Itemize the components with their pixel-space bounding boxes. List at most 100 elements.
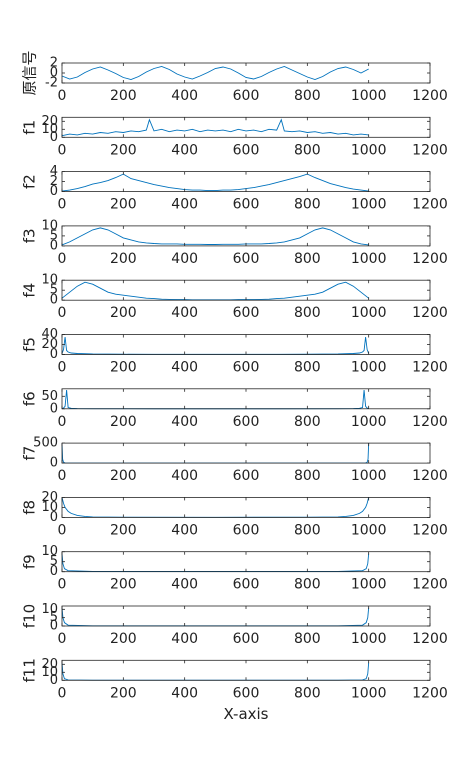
x-tick-label: 400 xyxy=(171,88,198,104)
x-tick-label: 1000 xyxy=(351,631,387,647)
y-axis-label: f4 xyxy=(21,283,39,298)
x-tick-label: 0 xyxy=(58,360,67,376)
x-tick-label: 1000 xyxy=(351,251,387,267)
x-tick-label: 1000 xyxy=(351,360,387,376)
y-tick-label: 0 xyxy=(50,184,58,199)
y-axis-label: f7 xyxy=(21,446,39,461)
y-tick-label: -2 xyxy=(45,76,58,91)
axes-background xyxy=(62,388,430,409)
x-tick-label: 1200 xyxy=(412,360,448,376)
y-tick-label: 10 xyxy=(41,500,58,515)
signal-line xyxy=(61,118,369,137)
x-tick-label: 600 xyxy=(233,414,260,430)
y-tick-label: 10 xyxy=(41,544,58,559)
x-tick-label: 800 xyxy=(294,197,321,213)
x-tick-label: 400 xyxy=(171,522,198,538)
y-axis-label: f10 xyxy=(21,604,39,628)
y-tick-label: 10 xyxy=(41,122,58,137)
signal-line xyxy=(61,281,369,301)
x-tick-label: 400 xyxy=(171,142,198,158)
y-axis-label: f3 xyxy=(21,228,39,243)
signal-line xyxy=(61,227,369,246)
x-tick-label: 0 xyxy=(58,414,67,430)
signal-line xyxy=(61,66,369,80)
x-tick-label: 1000 xyxy=(351,577,387,593)
x-tick-label: 0 xyxy=(58,631,67,647)
x-tick-label: 600 xyxy=(233,360,260,376)
x-tick-label: 400 xyxy=(171,685,198,701)
x-tick-label: 1000 xyxy=(351,197,387,213)
y-axis-label: f2 xyxy=(21,174,39,189)
x-tick-label: 1200 xyxy=(412,685,448,701)
x-tick-label: 400 xyxy=(171,631,198,647)
y-tick-label: 40 xyxy=(41,327,58,342)
x-tick-label: 400 xyxy=(171,305,198,321)
x-tick-label: 1000 xyxy=(351,305,387,321)
y-tick-label: 5 xyxy=(50,283,58,298)
axes-background xyxy=(62,171,430,192)
axes-background xyxy=(62,551,430,572)
y-tick-label: 0 xyxy=(50,66,58,81)
x-tick-label: 0 xyxy=(58,577,67,593)
x-tick-label: 1200 xyxy=(412,305,448,321)
y-tick-label: 10 xyxy=(41,665,58,680)
axes-background xyxy=(62,497,430,518)
x-tick-label: 0 xyxy=(58,468,67,484)
x-tick-label: 600 xyxy=(233,142,260,158)
x-tick-label: 800 xyxy=(294,305,321,321)
x-tick-label: 1200 xyxy=(412,251,448,267)
x-tick-label: 1200 xyxy=(412,88,448,104)
y-axis-label: f1 xyxy=(21,120,39,135)
y-tick-label: 20 xyxy=(41,657,58,672)
y-tick-label: 2 xyxy=(50,56,58,71)
x-tick-label: 200 xyxy=(110,522,137,538)
axes-background xyxy=(62,117,430,138)
y-axis-label: f11 xyxy=(21,658,39,682)
axes-background xyxy=(62,63,430,83)
x-tick-label: 1000 xyxy=(351,88,387,104)
y-axis-label: f9 xyxy=(21,554,39,569)
x-tick-label: 200 xyxy=(110,468,137,484)
y-tick-label: 50 xyxy=(41,389,58,404)
axes-background xyxy=(62,606,430,626)
signal-line xyxy=(61,173,369,192)
x-tick-label: 800 xyxy=(294,522,321,538)
x-tick-label: 800 xyxy=(294,414,321,430)
y-tick-label: 4 xyxy=(50,164,58,179)
x-tick-label: 600 xyxy=(233,468,260,484)
y-tick-label: 0 xyxy=(50,401,58,416)
x-tick-label: 400 xyxy=(171,360,198,376)
x-tick-label: 1000 xyxy=(351,522,387,538)
x-tick-label: 800 xyxy=(294,88,321,104)
x-tick-label: 600 xyxy=(233,577,260,593)
x-tick-label: 600 xyxy=(233,685,260,701)
x-tick-label: 1200 xyxy=(412,414,448,430)
axes-background xyxy=(62,225,430,246)
y-tick-label: 0 xyxy=(50,564,58,579)
y-tick-label: 20 xyxy=(41,337,58,352)
x-tick-label: 800 xyxy=(294,360,321,376)
y-tick-label: 20 xyxy=(41,490,58,505)
x-tick-label: 0 xyxy=(58,142,67,158)
x-tick-label: 1000 xyxy=(351,468,387,484)
y-tick-label: 5 xyxy=(50,610,58,625)
x-tick-label: 200 xyxy=(110,88,137,104)
x-tick-label: 0 xyxy=(58,88,67,104)
x-tick-label: 1200 xyxy=(412,142,448,158)
x-tick-label: 400 xyxy=(171,414,198,430)
y-tick-label: 500 xyxy=(33,436,58,451)
y-tick-label: 10 xyxy=(41,273,58,288)
x-tick-label: 0 xyxy=(58,685,67,701)
axes-background xyxy=(62,443,430,464)
y-tick-label: 0 xyxy=(50,293,58,308)
y-tick-label: 5 xyxy=(50,554,58,569)
y-axis-label: f5 xyxy=(21,337,39,352)
x-tick-label: 800 xyxy=(294,685,321,701)
y-tick-label: 10 xyxy=(41,218,58,233)
axes-background xyxy=(62,660,430,681)
y-tick-label: 20 xyxy=(41,114,58,129)
y-tick-label: 0 xyxy=(50,347,58,362)
x-tick-label: 200 xyxy=(110,414,137,430)
x-tick-label: 0 xyxy=(58,522,67,538)
x-tick-label: 800 xyxy=(294,577,321,593)
